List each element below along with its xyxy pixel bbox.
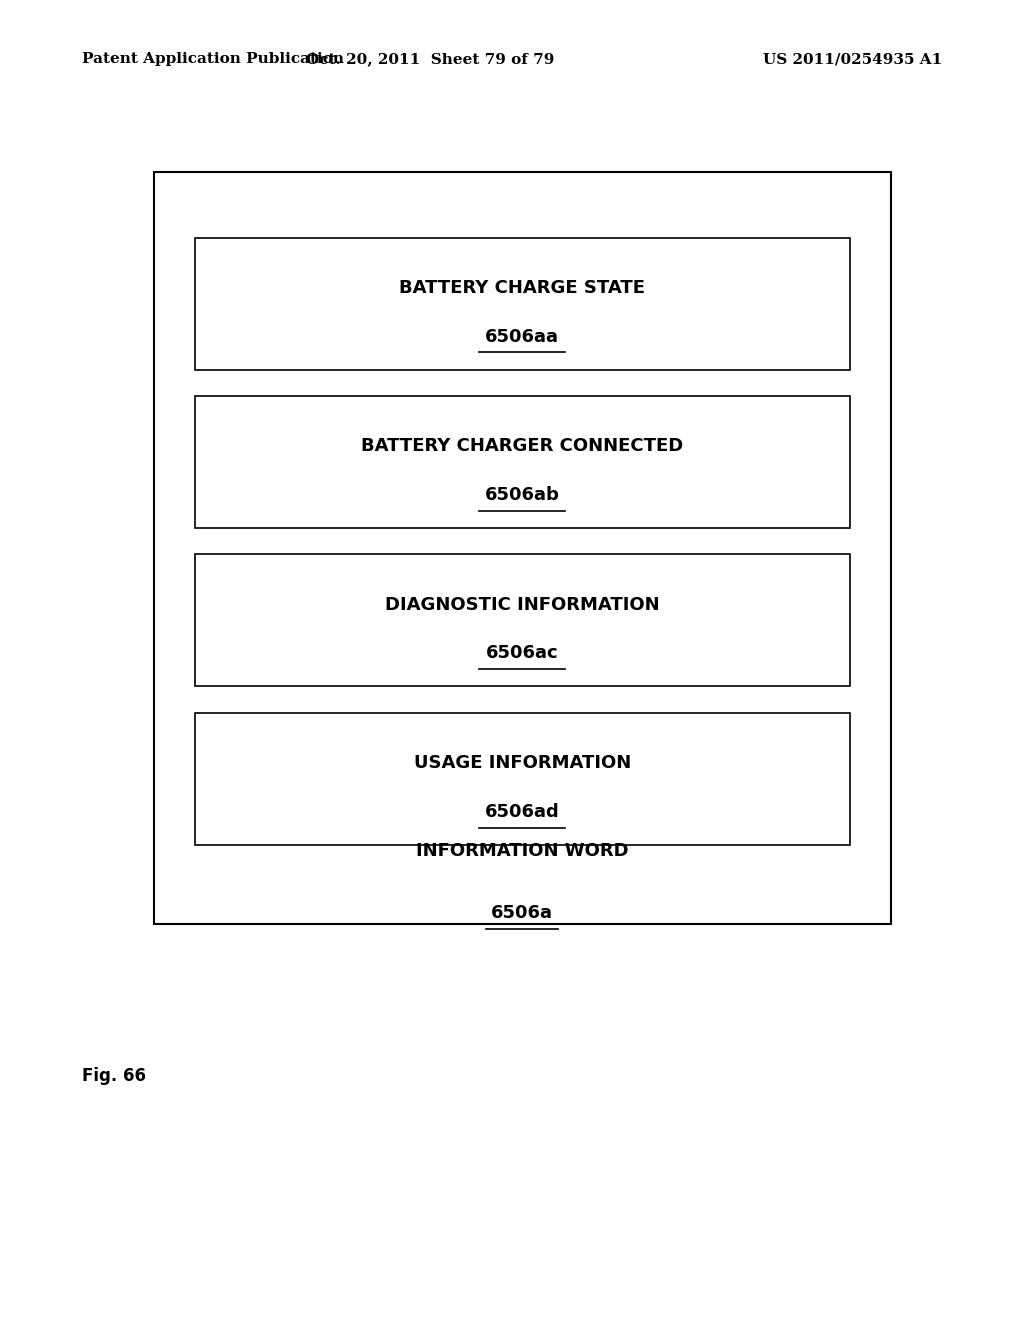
Text: 6506aa: 6506aa: [485, 327, 559, 346]
Bar: [154, 172, 891, 924]
Text: US 2011/0254935 A1: US 2011/0254935 A1: [763, 53, 942, 66]
Text: DIAGNOSTIC INFORMATION: DIAGNOSTIC INFORMATION: [385, 595, 659, 614]
Bar: [195, 396, 850, 528]
Bar: [195, 554, 850, 686]
Text: INFORMATION WORD: INFORMATION WORD: [416, 842, 629, 861]
Text: 6506ad: 6506ad: [485, 803, 559, 821]
Text: USAGE INFORMATION: USAGE INFORMATION: [414, 754, 631, 772]
Text: 6506a: 6506a: [492, 904, 553, 923]
Text: 6506ac: 6506ac: [486, 644, 558, 663]
Text: 6506ab: 6506ab: [484, 486, 560, 504]
Bar: [195, 713, 850, 845]
Text: Oct. 20, 2011  Sheet 79 of 79: Oct. 20, 2011 Sheet 79 of 79: [306, 53, 554, 66]
Text: Fig. 66: Fig. 66: [82, 1067, 146, 1085]
Text: BATTERY CHARGER CONNECTED: BATTERY CHARGER CONNECTED: [361, 437, 683, 455]
Bar: [195, 238, 850, 370]
Text: Patent Application Publication: Patent Application Publication: [82, 53, 344, 66]
Text: BATTERY CHARGE STATE: BATTERY CHARGE STATE: [399, 279, 645, 297]
